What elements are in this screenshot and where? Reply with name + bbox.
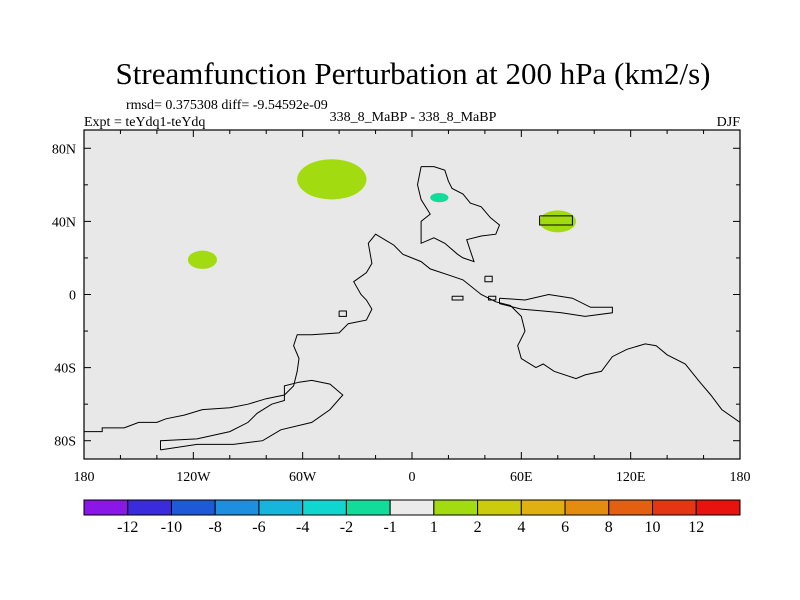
colorbar-label: 8 <box>605 519 613 536</box>
y-tick-label: 0 <box>69 289 76 304</box>
colorbar-label: -10 <box>161 519 182 536</box>
x-tick-label: 60E <box>510 470 533 485</box>
colorbar-label: 6 <box>561 519 569 536</box>
colorbar-label: -6 <box>252 519 265 536</box>
stats-line: rmsd= 0.375308 diff= -9.54592e-09 <box>126 98 328 113</box>
colorbar-box <box>433 499 479 516</box>
colorbar-box <box>302 499 347 516</box>
expt-line: Expt = teYdq1-teYdq <box>84 115 205 130</box>
colorbar-box <box>520 499 566 516</box>
y-tick-label: 80N <box>52 142 76 157</box>
chart-title: Streamfunction Perturbation at 200 hPa (… <box>116 56 711 91</box>
map-background <box>84 130 740 459</box>
colorbar-box <box>477 499 522 516</box>
coastline-lake-outline <box>539 215 573 226</box>
colorbar-label: 12 <box>688 519 704 536</box>
colorbar-label: 10 <box>645 519 661 536</box>
colorbar-box <box>170 499 216 516</box>
negative-anomaly <box>430 193 449 203</box>
coastline-island-d <box>488 295 497 301</box>
colorbar-box <box>83 499 129 516</box>
colorbar-box <box>345 499 391 516</box>
colorbar-box <box>695 499 741 516</box>
map-content <box>84 159 740 451</box>
colorbar-label: -4 <box>296 519 309 536</box>
case-line: 338_8_MaBP - 338_8_MaBP <box>330 110 497 125</box>
x-tick-label: 120W <box>176 470 211 485</box>
x-tick-label: 180 <box>74 470 95 485</box>
coastline-island-b <box>451 295 464 301</box>
x-tick-label: 0 <box>409 470 416 485</box>
coastline-north-america <box>84 233 740 433</box>
coastline-island-c <box>484 275 493 283</box>
colorbar-box <box>214 499 260 516</box>
season-label: DJF <box>717 115 741 130</box>
positive-anomaly <box>187 250 218 269</box>
x-tick-label: 60W <box>289 470 317 485</box>
x-tick-label: 120E <box>616 470 646 485</box>
y-tick-label: 40S <box>54 362 76 377</box>
coastline-greenland-scandinavia <box>416 166 501 263</box>
colorbar-box <box>127 499 172 516</box>
coastline-south-america <box>160 379 344 451</box>
colorbar-box <box>389 499 435 516</box>
y-tick-label: 80S <box>54 435 76 450</box>
colorbar: -12 -10 -8 -6 -4 -2 -1 1 2 4 6 8 10 12 <box>83 499 741 536</box>
colorbar-label: 2 <box>474 519 482 536</box>
colorbar-label: 1 <box>430 519 438 536</box>
colorbar-box <box>652 499 697 516</box>
map-plot-area: 180 120W 60W 0 60E 120E 180 80N 40N 0 40S 80S <box>52 129 751 485</box>
colorbar-label: -2 <box>340 519 353 536</box>
y-tick-label: 40N <box>52 215 76 230</box>
colorbar-box <box>258 499 304 516</box>
x-tick-label: 180 <box>730 470 751 485</box>
colorbar-box <box>608 499 654 516</box>
positive-anomaly <box>539 210 576 233</box>
colorbar-box <box>564 499 610 516</box>
positive-anomaly <box>297 159 367 200</box>
coastline-island-a <box>338 310 347 317</box>
colorbar-label: -1 <box>383 519 396 536</box>
colorbar-label: -8 <box>209 519 222 536</box>
coastline-east-segment <box>499 293 613 317</box>
colorbar-label: 4 <box>517 519 525 536</box>
colorbar-label: -12 <box>117 519 138 536</box>
